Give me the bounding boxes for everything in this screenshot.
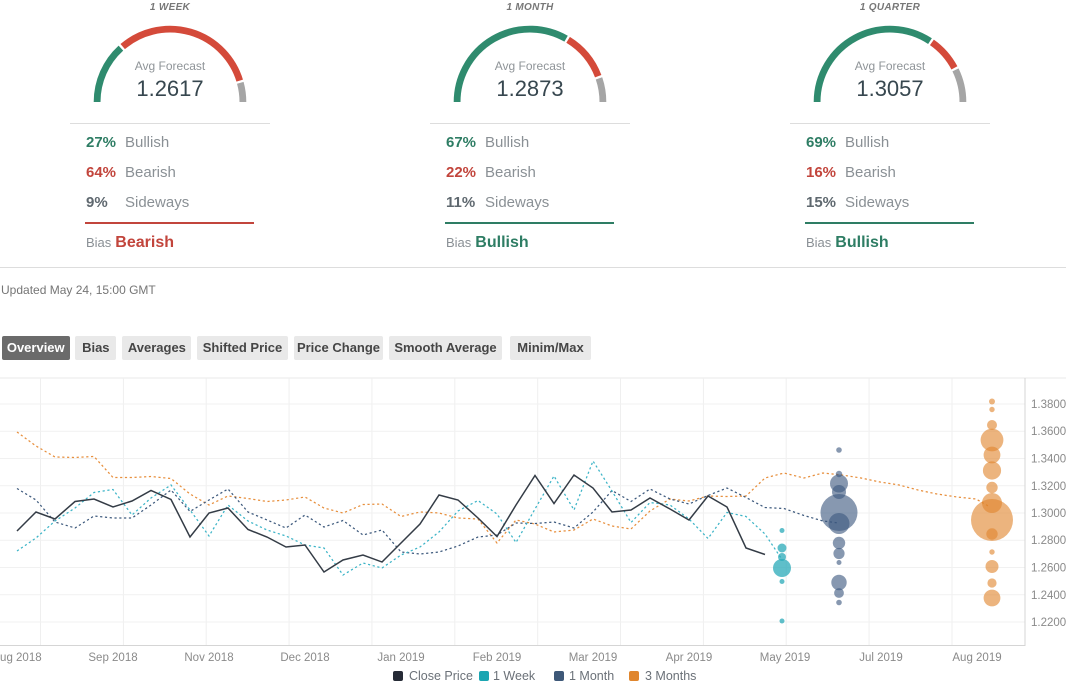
svg-text:Mar 2019: Mar 2019 [569, 652, 618, 664]
svg-text:Dec 2018: Dec 2018 [280, 652, 329, 664]
svg-text:1.3800: 1.3800 [1031, 399, 1066, 411]
svg-text:Aug 2018: Aug 2018 [0, 652, 42, 664]
svg-text:Apr 2019: Apr 2019 [666, 652, 713, 664]
svg-text:1.2400: 1.2400 [1031, 590, 1066, 602]
svg-text:Aug 2019: Aug 2019 [952, 652, 1001, 664]
svg-text:Jul 2019: Jul 2019 [859, 652, 902, 664]
svg-text:1.3600: 1.3600 [1031, 426, 1066, 438]
svg-text:1.2200: 1.2200 [1031, 617, 1066, 629]
svg-text:1.3000: 1.3000 [1031, 508, 1066, 520]
svg-text:Nov 2018: Nov 2018 [184, 652, 233, 664]
svg-text:May 2019: May 2019 [760, 652, 811, 664]
svg-text:Sep 2018: Sep 2018 [88, 652, 137, 664]
svg-text:1.3200: 1.3200 [1031, 481, 1066, 493]
svg-text:1.2600: 1.2600 [1031, 563, 1066, 575]
svg-text:1.3400: 1.3400 [1031, 454, 1066, 466]
svg-text:1.2800: 1.2800 [1031, 535, 1066, 547]
svg-text:Feb 2019: Feb 2019 [473, 652, 522, 664]
svg-text:Jan 2019: Jan 2019 [377, 652, 424, 664]
